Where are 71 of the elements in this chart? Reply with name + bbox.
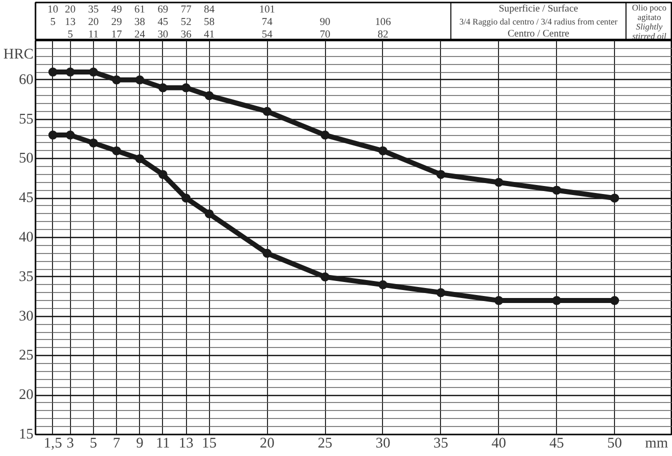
annotation: 84 58 41 (204, 4, 216, 41)
annotation: 101 74 54 (259, 4, 276, 41)
x-tick-label: 11 (156, 436, 170, 452)
point (204, 91, 214, 100)
annotation: 69 45 30 (158, 4, 168, 41)
x-tick-label: 1,5 (44, 436, 62, 452)
text: Centro / Centre (508, 28, 570, 40)
point (66, 130, 75, 140)
text: 3/4 Raggio dal centro / 3/4 radius from center (459, 16, 618, 26)
point (320, 272, 330, 282)
x-tick-label: 7 (112, 436, 120, 452)
y-tick-label: 25 (18, 348, 34, 364)
x-tick-label: 3 (66, 436, 74, 452)
y-tick-label: 35 (18, 268, 34, 285)
y-tick-label: 30 (18, 308, 34, 324)
x-axis-title: mm (645, 436, 669, 452)
annotation: 35 20 11 (88, 4, 99, 41)
point (112, 146, 122, 156)
x-tick-label: 15 (202, 436, 217, 452)
y-tick-label: 45 (18, 190, 34, 206)
point (552, 186, 562, 195)
point (88, 138, 98, 148)
point (182, 194, 191, 203)
text: 10 5 (48, 4, 58, 28)
point (182, 83, 191, 92)
annotation: 90 70 (320, 17, 330, 41)
annotation: 20 13 5 (64, 4, 76, 41)
text: Superficie / Surface (498, 3, 579, 14)
point (436, 288, 446, 298)
point (158, 170, 168, 179)
x-tick-label: 45 (549, 436, 564, 452)
x-tick-label: 50 (607, 436, 622, 452)
chart-subtitle: Olio poco agitato Slightly stirred oil (632, 2, 667, 41)
annotation: 49 29 17 (111, 4, 123, 41)
y-tick-label: 40 (18, 230, 34, 246)
point (552, 296, 562, 306)
annotation: 77 52 36 (180, 4, 192, 41)
x-tick-label: 25 (318, 436, 332, 452)
point (262, 248, 272, 258)
y-tick-label: 55 (18, 111, 34, 128)
y-axis-title: HRC (3, 46, 34, 62)
x-tick-label: 30 (376, 436, 390, 452)
point (135, 75, 144, 84)
point (378, 146, 388, 156)
x-tick-label: 9 (136, 436, 144, 452)
point (204, 209, 214, 218)
point (494, 178, 504, 187)
point (66, 68, 75, 77)
x-tick-label: 20 (260, 436, 274, 452)
point (320, 130, 330, 140)
point (262, 106, 272, 116)
y-tick-label: 20 (18, 387, 34, 404)
x-tick-label: 5 (90, 436, 98, 452)
point (158, 83, 168, 92)
x-tick-label: 35 (434, 436, 448, 452)
x-tick-label: 40 (491, 436, 506, 452)
point (48, 130, 58, 140)
point (436, 170, 446, 179)
point (112, 75, 122, 84)
point (378, 280, 388, 290)
y-tick-label: 50 (18, 150, 34, 167)
point (494, 296, 504, 306)
point (135, 154, 144, 164)
point (610, 296, 620, 306)
x-tick-label: 13 (178, 436, 194, 452)
point (610, 194, 620, 203)
annotation: 106 82 (374, 17, 392, 41)
point (88, 68, 98, 77)
annotation: 61 38 24 (134, 4, 146, 41)
y-tick-label: 60 (18, 72, 34, 88)
point (48, 68, 58, 77)
